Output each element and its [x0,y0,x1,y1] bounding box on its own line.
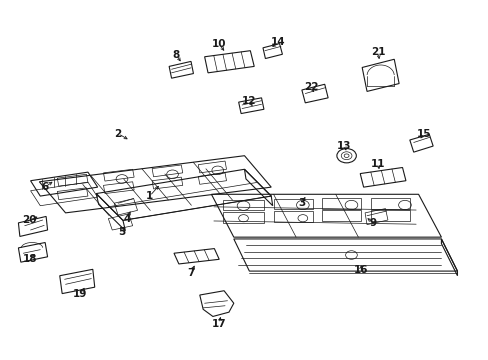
Text: 12: 12 [242,96,256,107]
Text: 13: 13 [336,141,351,151]
Text: 11: 11 [370,159,385,169]
Text: 8: 8 [172,50,180,60]
Text: 7: 7 [187,268,194,278]
Text: 14: 14 [271,37,285,48]
Text: 22: 22 [304,82,318,92]
Text: 21: 21 [370,47,385,57]
Text: 1: 1 [146,191,153,201]
Text: 20: 20 [22,215,37,225]
Text: 19: 19 [73,289,87,298]
Text: 9: 9 [369,218,376,228]
Text: 6: 6 [41,182,49,192]
Text: 16: 16 [353,265,367,275]
Text: 3: 3 [298,198,305,208]
Text: 10: 10 [211,39,226,49]
Text: 15: 15 [416,129,431,139]
Text: 17: 17 [211,319,226,329]
Text: 5: 5 [118,227,125,237]
Text: 4: 4 [123,214,130,224]
Text: 18: 18 [23,254,38,264]
Text: 2: 2 [114,129,122,139]
